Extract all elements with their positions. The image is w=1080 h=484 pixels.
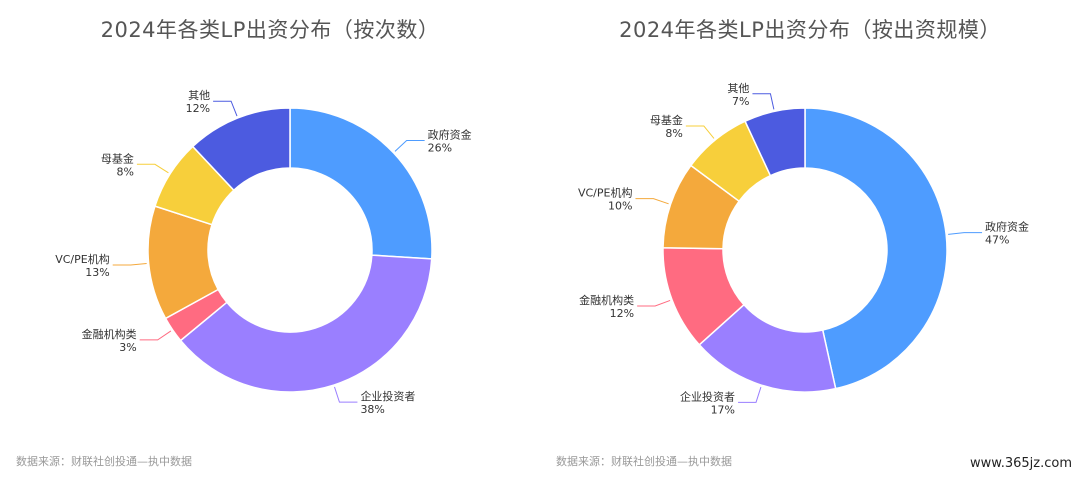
source-note: 数据来源：财联社创投通—执中数据 xyxy=(16,455,192,468)
donut-slice-0 xyxy=(804,107,948,390)
leader-line-3 xyxy=(635,198,669,205)
slice-value-label-1: 38% xyxy=(360,403,384,416)
leader-line-4 xyxy=(136,163,169,174)
source-note: 数据来源：财联社创投通—执中数据 xyxy=(556,455,732,468)
donut-slice-0 xyxy=(289,107,433,260)
leader-line-0 xyxy=(948,232,983,235)
slice-name-label-2: 金融机构类 xyxy=(82,327,137,341)
slice-value-label-1: 17% xyxy=(711,403,735,416)
chart-title: 2024年各类LP出资分布（按次数） xyxy=(100,18,440,42)
slice-name-label-0: 政府资金 xyxy=(428,127,472,141)
donut-slice-5 xyxy=(191,107,291,192)
slice-name-label-0: 政府资金 xyxy=(985,220,1029,234)
leader-line-4 xyxy=(685,125,715,139)
chart-panel-amount: 2024年各类LP出资分布（按出资规模） 政府资金 47% 企业投资者 17% 金融机构… xyxy=(540,0,1080,484)
leader-line-5 xyxy=(213,100,238,117)
watermark: www.365jz.com xyxy=(970,456,1072,471)
slice-name-label-3: VC/PE机构 xyxy=(578,186,633,200)
leader-line-2 xyxy=(637,299,671,307)
slice-value-label-4: 8% xyxy=(116,165,133,178)
slice-value-label-3: 13% xyxy=(85,266,109,279)
leader-line-0 xyxy=(394,139,425,152)
slice-value-label-2: 12% xyxy=(610,307,634,320)
slice-name-label-2: 金融机构类 xyxy=(579,293,634,307)
slice-name-label-4: 母基金 xyxy=(101,151,134,165)
slice-value-label-0: 26% xyxy=(428,141,452,154)
donut-slice-5 xyxy=(744,107,806,177)
slice-value-label-3: 10% xyxy=(608,200,632,213)
slice-value-label-5: 12% xyxy=(186,102,210,115)
chart-title: 2024年各类LP出资分布（按出资规模） xyxy=(619,18,1001,42)
slice-value-label-5: 7% xyxy=(732,95,749,108)
slice-name-label-1: 企业投资者 xyxy=(680,389,735,403)
slice-name-label-5: 其他 xyxy=(727,82,749,95)
slice-value-label-2: 3% xyxy=(119,341,136,354)
leader-line-5 xyxy=(752,93,775,110)
slice-name-label-4: 母基金 xyxy=(650,113,683,127)
slice-name-label-1: 企业投资者 xyxy=(360,389,415,403)
slice-value-label-4: 8% xyxy=(665,127,682,140)
leader-line-1 xyxy=(334,386,358,403)
leader-line-3 xyxy=(112,263,147,266)
slice-value-label-0: 47% xyxy=(985,234,1009,247)
leader-line-2 xyxy=(139,330,172,341)
slice-name-label-5: 其他 xyxy=(188,89,210,102)
chart-panel-count: 2024年各类LP出资分布（按次数） 政府资金 26% 企业投资者 38% 金融机构类 3… xyxy=(16,18,472,468)
leader-line-1 xyxy=(738,386,762,403)
slice-name-label-3: VC/PE机构 xyxy=(55,252,110,266)
donut-slice-1 xyxy=(179,254,433,393)
